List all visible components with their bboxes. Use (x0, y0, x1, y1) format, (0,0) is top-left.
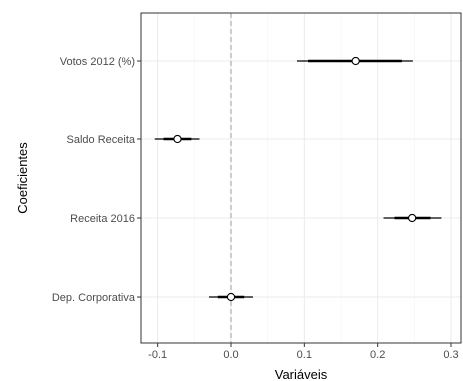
coefficient-votos-2012 (297, 56, 413, 66)
x-tick-label: -0.1 (148, 349, 167, 361)
y-tick-label: Votos 2012 (%) (60, 56, 135, 68)
coefficient-dep-corporativa (209, 292, 253, 302)
y-tick-label: Receita 2016 (70, 213, 135, 225)
point-estimate (173, 134, 182, 144)
y-axis-title: Coeficientes (15, 142, 30, 214)
x-tick-label: 0.3 (443, 349, 458, 361)
point-estimate (351, 56, 360, 66)
y-tick-label: Saldo Receita (67, 134, 136, 146)
coefficient-marks (154, 56, 442, 302)
panel-border (140, 12, 462, 344)
x-tick-label: 0.1 (297, 349, 312, 361)
x-tick-label: 0.2 (370, 349, 385, 361)
y-axis-ticks: Votos 2012 (%) Saldo Receita Receita 2016 D… (52, 56, 141, 304)
point-estimate (226, 292, 236, 302)
coefficient-receita-2016 (383, 213, 442, 223)
coefficient-saldo-receita (154, 134, 200, 144)
point-estimate (407, 213, 417, 223)
y-tick-label: Dep. Corporativa (52, 292, 136, 304)
grid-lines (141, 13, 461, 343)
x-tick-label: 0.0 (223, 349, 238, 361)
x-axis-ticks: -0.1 0.0 0.1 0.2 0.3 (148, 343, 459, 361)
x-axis-title: Variáveis (275, 367, 328, 381)
panel-background (141, 13, 461, 343)
